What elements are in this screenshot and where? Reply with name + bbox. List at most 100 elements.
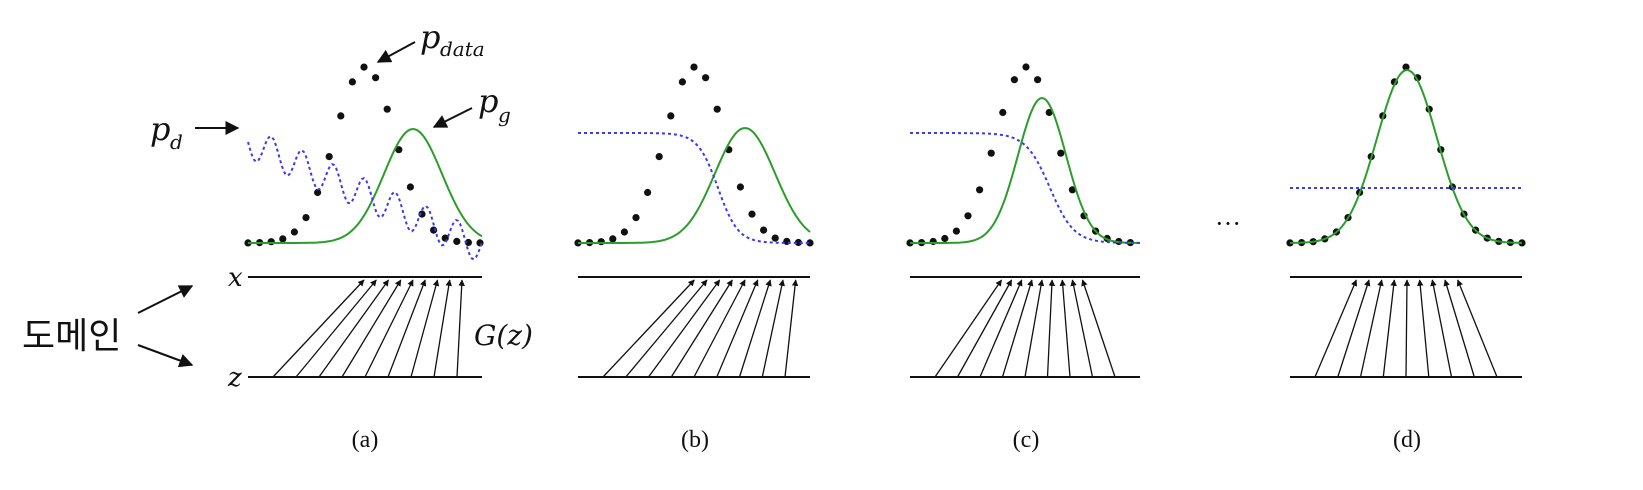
svg-text:p: p	[420, 18, 440, 56]
data-distribution-dot	[1010, 76, 1019, 84]
mapping-arrow	[979, 279, 1023, 378]
p-data-label: p data	[420, 18, 485, 61]
mapping-arrow	[341, 279, 402, 378]
data-distribution-dot	[609, 235, 617, 243]
mapping-arrow	[1403, 279, 1411, 378]
caption-a: (a)	[352, 427, 379, 453]
data-distribution-dot	[783, 237, 791, 245]
svg-text:p: p	[478, 82, 498, 120]
domain-label: 도메인	[22, 316, 121, 357]
mapping-arrow	[647, 279, 721, 378]
mapping-arrow	[1024, 279, 1045, 378]
mapping-arrow	[1456, 279, 1498, 378]
mapping-arrow	[693, 279, 746, 378]
data-distribution-dot	[620, 228, 629, 236]
generator-mapping-label: G(z)	[474, 319, 533, 352]
data-distribution-dot	[453, 237, 461, 245]
mapping-arrow	[1059, 279, 1071, 378]
data-distribution-dot	[1068, 186, 1076, 194]
data-distribution-dot	[806, 239, 814, 247]
mapping-arrow	[364, 279, 414, 378]
p-data-arrow	[376, 41, 416, 63]
data-distribution-dot	[1402, 63, 1410, 71]
generator-distribution-curve	[248, 128, 483, 244]
data-distribution-dot	[360, 63, 368, 71]
data-distribution-dot	[632, 214, 640, 222]
data-distribution-dot	[736, 183, 745, 191]
p-g-label: p g	[478, 82, 511, 127]
data-distribution-dot	[267, 238, 275, 246]
panel-d	[1286, 63, 1526, 378]
data-distribution-dot	[702, 74, 710, 82]
data-distribution-dot	[794, 238, 803, 247]
mapping-arrow	[1382, 279, 1397, 378]
mapping-arrow	[761, 279, 785, 378]
mapping-arrow	[387, 279, 427, 378]
mapping-arrow	[738, 279, 772, 378]
panel-b	[574, 63, 814, 378]
mapping-arrow	[1359, 279, 1384, 378]
data-distribution-dot	[337, 112, 345, 120]
data-distribution-dot	[290, 228, 298, 236]
data-distribution-dot	[941, 234, 949, 243]
mapping-arrow	[1443, 279, 1475, 378]
mapping-arrow	[433, 279, 452, 378]
mapping-arrow	[1337, 279, 1371, 378]
mapping-arrow	[1430, 279, 1453, 378]
mapping-arrow	[1417, 279, 1430, 378]
svg-text:p: p	[150, 110, 170, 148]
data-distribution-dot	[690, 63, 698, 71]
mapping-arrow	[1081, 279, 1116, 378]
data-distribution-dot	[929, 237, 937, 246]
mapping-arrow	[1314, 279, 1357, 378]
discriminator-curve	[578, 132, 810, 244]
mapping-arrow	[602, 279, 695, 378]
mapping-arrow	[784, 279, 799, 378]
generator-distribution-curve	[910, 96, 1140, 244]
data-distribution-dot	[372, 74, 380, 82]
data-distribution-dot	[279, 235, 287, 243]
x-axis-label: x	[228, 263, 243, 293]
mapping-arrow	[670, 279, 733, 378]
p-g-arrow	[432, 107, 473, 128]
data-distribution-dot	[655, 153, 663, 161]
data-distribution-dot	[771, 234, 779, 242]
mapping-arrow	[625, 279, 708, 378]
data-distribution-dot	[713, 105, 721, 113]
data-distribution-dot	[1034, 76, 1042, 84]
mapping-arrow	[295, 279, 377, 378]
panel-a	[244, 63, 484, 378]
data-distribution-dot	[999, 108, 1007, 117]
data-distribution-dot	[406, 183, 414, 191]
data-distribution-dot	[1045, 108, 1053, 117]
z-axis-label: z	[227, 363, 242, 393]
mapping-arrow	[1070, 279, 1094, 378]
mapping-arrow	[456, 279, 465, 378]
mapping-arrow	[716, 279, 759, 378]
mapping-arrow	[1001, 279, 1034, 378]
caption-c: (c)	[1013, 427, 1040, 453]
data-distribution-dot	[760, 226, 768, 234]
mapping-arrow	[956, 279, 1013, 378]
mapping-arrow	[934, 279, 1003, 378]
data-distribution-dot	[667, 112, 675, 120]
mapping-arrow	[410, 279, 440, 378]
caption-b: (b)	[681, 427, 709, 453]
data-distribution-dot	[418, 210, 426, 218]
mapping-arrow	[318, 279, 390, 378]
data-distribution-dot	[976, 186, 984, 194]
mapping-arrow	[272, 279, 365, 378]
mapping-arrow	[1046, 279, 1056, 378]
data-distribution-dot	[383, 105, 391, 113]
data-distribution-dot	[748, 210, 756, 218]
discriminator-curve	[910, 132, 1140, 244]
data-distribution-dot	[395, 146, 403, 154]
domain-arrow-to-z	[137, 344, 194, 368]
generator-distribution-curve	[578, 127, 811, 244]
data-distribution-dot	[678, 78, 687, 86]
data-distribution-dot	[952, 227, 961, 235]
svg-text:d: d	[170, 130, 183, 154]
discriminator-curve	[247, 135, 483, 261]
domain-arrow-to-x	[137, 285, 194, 314]
